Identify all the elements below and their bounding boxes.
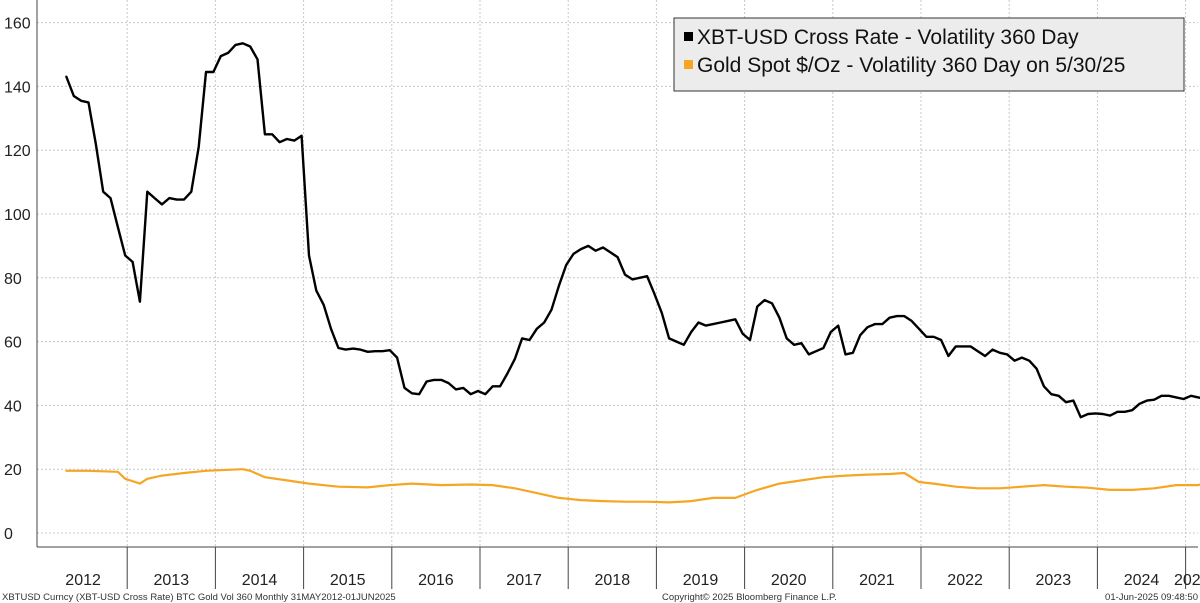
y-tick-label: 120	[4, 143, 31, 160]
footer-copyright: Copyright© 2025 Bloomberg Finance L.P.	[662, 592, 837, 603]
x-tick-label: 2018	[595, 572, 631, 589]
y-tick-label: 80	[4, 271, 22, 288]
x-tick-label: 2022	[947, 572, 983, 589]
axes: 0 20 40 60 80 100 120 140 160 2012 2013 2014 2015 201…	[4, 0, 1200, 589]
x-tick-label: 2025	[1174, 572, 1200, 589]
gridlines	[37, 0, 1198, 547]
y-tick-label: 60	[4, 335, 22, 352]
x-tick-label: 2024	[1124, 572, 1160, 589]
legend-swatch	[684, 32, 693, 41]
x-tick-label: 2013	[154, 572, 190, 589]
footer-source: XBTUSD Curncy (XBT-USD Cross Rate) BTC G…	[2, 592, 396, 603]
y-tick-label: 0	[4, 526, 13, 543]
series-lines	[65, 42, 1200, 504]
x-tick-label: 2020	[771, 572, 807, 589]
legend-box	[673, 17, 1185, 92]
y-tick-label: 100	[4, 207, 31, 224]
series-line-gold	[65, 468, 1200, 504]
legend-label: XBT-USD Cross Rate - Volatility 360 Day	[697, 26, 1079, 49]
x-tick-label: 2016	[418, 572, 454, 589]
x-tick-label: 2015	[330, 572, 366, 589]
legend-swatch	[684, 60, 693, 69]
y-tick-label: 40	[4, 398, 22, 415]
x-tick-label: 2021	[859, 572, 895, 589]
y-tick-label: 140	[4, 79, 31, 96]
footer: XBTUSD Curncy (XBT-USD Cross Rate) BTC G…	[2, 592, 1198, 603]
x-tick-label: 2012	[65, 572, 101, 589]
footer-timestamp: 01-Jun-2025 09:48:50	[1105, 592, 1198, 603]
x-tick-label: 2023	[1036, 572, 1072, 589]
x-tick-label: 2014	[242, 572, 278, 589]
y-tick-label: 20	[4, 462, 22, 479]
legend: XBT-USD Cross Rate - Volatility 360 Day G…	[673, 17, 1185, 92]
y-tick-label: 160	[4, 16, 31, 33]
series-line-xbt-usd	[65, 42, 1200, 419]
legend-label: Gold Spot $/Oz - Volatility 360 Day on 5…	[697, 54, 1125, 77]
x-tick-label: 2017	[506, 572, 542, 589]
x-tick-label: 2019	[683, 572, 719, 589]
